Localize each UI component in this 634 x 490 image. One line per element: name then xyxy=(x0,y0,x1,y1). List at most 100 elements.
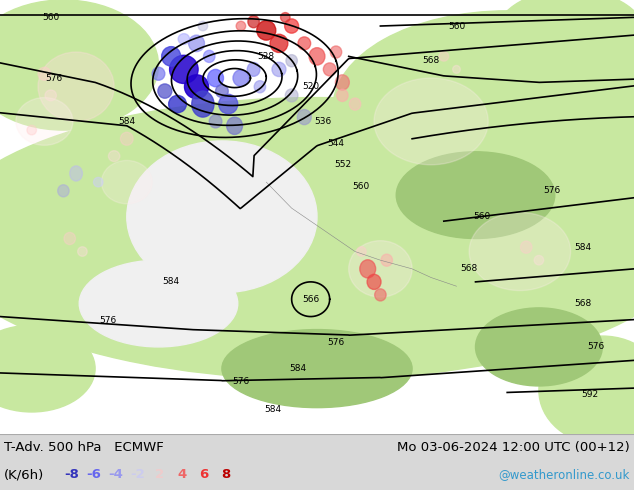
Text: -8: -8 xyxy=(65,468,79,481)
Ellipse shape xyxy=(272,62,286,76)
Text: 560: 560 xyxy=(448,22,465,30)
Ellipse shape xyxy=(0,98,634,379)
Ellipse shape xyxy=(374,78,488,165)
Ellipse shape xyxy=(198,21,207,31)
Text: 592: 592 xyxy=(581,390,598,399)
Ellipse shape xyxy=(453,66,460,74)
Text: 584: 584 xyxy=(289,364,307,373)
Text: 4: 4 xyxy=(178,468,186,481)
Ellipse shape xyxy=(491,0,634,98)
Ellipse shape xyxy=(280,13,290,22)
Text: 536: 536 xyxy=(314,117,332,126)
Text: 584: 584 xyxy=(574,243,592,252)
Ellipse shape xyxy=(375,289,386,301)
Ellipse shape xyxy=(158,84,172,98)
Ellipse shape xyxy=(286,55,297,67)
Ellipse shape xyxy=(381,254,392,266)
Ellipse shape xyxy=(539,336,634,444)
Ellipse shape xyxy=(64,232,75,245)
Ellipse shape xyxy=(439,51,448,61)
Ellipse shape xyxy=(285,19,299,33)
Text: 576: 576 xyxy=(99,317,117,325)
Ellipse shape xyxy=(270,34,288,52)
Text: 6: 6 xyxy=(199,468,209,481)
Ellipse shape xyxy=(396,152,555,239)
Ellipse shape xyxy=(333,11,634,206)
Ellipse shape xyxy=(184,75,209,98)
Text: 566: 566 xyxy=(302,294,320,304)
Ellipse shape xyxy=(93,177,103,187)
Ellipse shape xyxy=(70,166,82,181)
Text: 576: 576 xyxy=(543,186,560,196)
Ellipse shape xyxy=(169,96,186,113)
Ellipse shape xyxy=(349,241,412,297)
Ellipse shape xyxy=(349,98,361,110)
Ellipse shape xyxy=(367,274,381,290)
Ellipse shape xyxy=(356,247,366,256)
Ellipse shape xyxy=(216,85,228,98)
Ellipse shape xyxy=(162,47,181,66)
Text: 576: 576 xyxy=(45,74,63,82)
Ellipse shape xyxy=(45,90,56,101)
Ellipse shape xyxy=(297,109,311,124)
Ellipse shape xyxy=(127,141,317,293)
Ellipse shape xyxy=(337,89,348,101)
Ellipse shape xyxy=(38,67,51,80)
Ellipse shape xyxy=(359,260,375,278)
Ellipse shape xyxy=(309,48,325,65)
Ellipse shape xyxy=(207,70,224,87)
Ellipse shape xyxy=(248,16,259,28)
Ellipse shape xyxy=(247,62,260,76)
Ellipse shape xyxy=(79,260,238,347)
Text: 528: 528 xyxy=(257,52,275,61)
Ellipse shape xyxy=(204,50,215,62)
Ellipse shape xyxy=(257,21,276,40)
Text: 560: 560 xyxy=(42,13,60,22)
Ellipse shape xyxy=(534,255,543,265)
Text: 568: 568 xyxy=(460,265,478,273)
Text: @weatheronline.co.uk: @weatheronline.co.uk xyxy=(498,468,630,481)
Ellipse shape xyxy=(0,0,158,130)
Text: 568: 568 xyxy=(422,56,440,65)
Text: 568: 568 xyxy=(574,299,592,308)
Text: 560: 560 xyxy=(473,212,491,221)
Ellipse shape xyxy=(78,247,87,256)
Ellipse shape xyxy=(191,91,214,117)
Text: Mo 03-06-2024 12:00 UTC (00+12): Mo 03-06-2024 12:00 UTC (00+12) xyxy=(398,441,630,454)
Ellipse shape xyxy=(298,37,311,50)
Ellipse shape xyxy=(323,63,336,76)
Ellipse shape xyxy=(335,75,349,90)
Text: 584: 584 xyxy=(118,117,136,126)
Text: 576: 576 xyxy=(587,343,605,351)
Ellipse shape xyxy=(233,70,249,86)
Ellipse shape xyxy=(285,89,298,102)
Text: 544: 544 xyxy=(328,139,344,147)
Ellipse shape xyxy=(476,308,602,386)
Text: 584: 584 xyxy=(162,277,180,286)
Text: -4: -4 xyxy=(108,468,124,481)
Text: 576: 576 xyxy=(327,338,345,347)
Ellipse shape xyxy=(16,98,73,145)
Text: 8: 8 xyxy=(221,468,231,481)
Text: 560: 560 xyxy=(353,182,370,191)
Ellipse shape xyxy=(101,160,152,204)
Text: -2: -2 xyxy=(131,468,145,481)
Ellipse shape xyxy=(0,325,95,412)
Ellipse shape xyxy=(254,81,266,93)
Text: 584: 584 xyxy=(264,405,281,415)
Ellipse shape xyxy=(38,52,114,122)
Ellipse shape xyxy=(226,117,242,134)
Ellipse shape xyxy=(108,151,120,162)
Text: T-Adv. 500 hPa   ECMWF: T-Adv. 500 hPa ECMWF xyxy=(4,441,164,454)
Ellipse shape xyxy=(209,115,222,128)
Ellipse shape xyxy=(236,21,246,31)
Ellipse shape xyxy=(178,34,190,45)
Ellipse shape xyxy=(152,67,165,80)
Ellipse shape xyxy=(120,132,133,145)
Text: 2: 2 xyxy=(155,468,165,481)
Text: 552: 552 xyxy=(333,160,351,169)
Ellipse shape xyxy=(521,241,532,253)
Ellipse shape xyxy=(189,35,204,51)
Ellipse shape xyxy=(219,94,238,114)
Ellipse shape xyxy=(170,55,198,83)
